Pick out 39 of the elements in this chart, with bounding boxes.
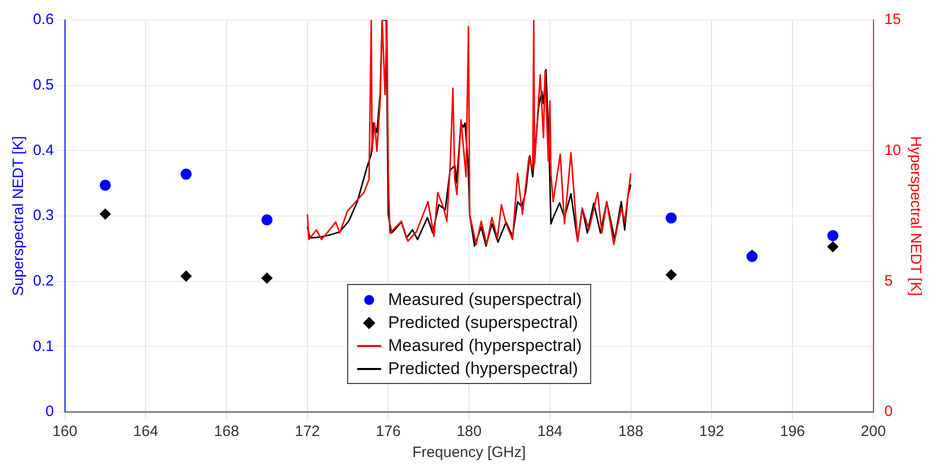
point (100, 208, 111, 220)
point (261, 214, 272, 226)
y2-axis-title: Hyperspectral NEDT [K] (906, 136, 924, 296)
y-axis-title: Superspectral NEDT [K] (10, 136, 28, 296)
point (827, 230, 838, 242)
y-tick-label: 0.3 (32, 207, 54, 224)
legend-label: Predicted (superspectral) (388, 312, 578, 334)
y-tick-label: 0.6 (32, 11, 54, 28)
x-tick-label: 200 (860, 423, 886, 440)
y-tick-label: 0.2 (32, 272, 54, 290)
y-tick-label: 0.5 (32, 76, 54, 94)
point (100, 180, 111, 191)
x-tick-label: 172 (294, 423, 320, 440)
x-tick-label: 184 (537, 423, 562, 440)
x-tick-label: 192 (699, 423, 724, 440)
x-axis-title: Frequency [GHz] (412, 444, 526, 462)
x-tick-label: 176 (376, 423, 401, 440)
x-tick-label: 168 (214, 423, 240, 440)
legend-label: Measured (hyperspectral) (388, 335, 582, 357)
x-tick-label: 188 (618, 423, 644, 440)
point (666, 212, 677, 224)
y2-tick-label: 15 (884, 11, 902, 28)
x-tick-label: 160 (52, 423, 78, 440)
y2-tick-label: 5 (884, 272, 893, 290)
y-tick-label: 0 (46, 403, 54, 420)
y2-tick-label: 10 (884, 142, 902, 159)
x-tick-label: 180 (456, 423, 482, 440)
y-tick-label: 0.4 (32, 142, 54, 159)
legend-label: Measured (superspectral) (388, 289, 582, 311)
point (261, 272, 272, 284)
point (180, 270, 192, 282)
y2-tick-label: 0 (884, 403, 893, 420)
legend-label: Predicted (hyperspectral) (388, 358, 578, 380)
y-tick-label: 0.1 (32, 338, 54, 355)
x-tick-label: 196 (780, 423, 805, 440)
point (180, 168, 192, 180)
point (666, 269, 677, 280)
x-tick-label: 164 (133, 423, 158, 440)
point (827, 241, 838, 252)
